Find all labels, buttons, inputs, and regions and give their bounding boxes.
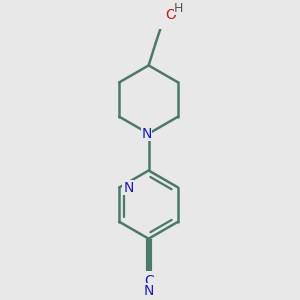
Text: H: H xyxy=(174,2,183,15)
Text: C: C xyxy=(144,274,154,288)
Text: N: N xyxy=(143,284,154,298)
Text: N: N xyxy=(141,127,152,141)
Text: O: O xyxy=(165,8,176,22)
Text: N: N xyxy=(123,181,134,194)
